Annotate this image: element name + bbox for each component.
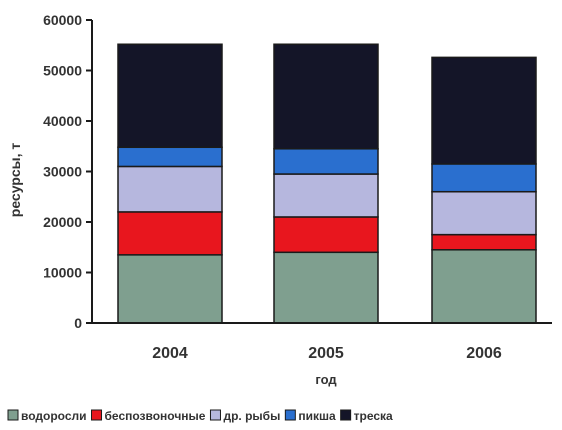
y-tick-label: 60000	[43, 12, 82, 28]
bar-segment-2006-0	[431, 249, 537, 324]
bar-segment-2005-0	[273, 251, 379, 324]
bars-group	[117, 43, 537, 324]
x-axis: 2004 2005 2006	[92, 322, 552, 362]
legend: водоросли беспозвоночные др. рыбы пикша трес…	[7, 409, 393, 423]
bar-segment-2004-1	[117, 211, 223, 256]
legend-label: др. рыбы	[223, 409, 280, 423]
legend-swatch	[91, 409, 103, 421]
bar-segment-2004-2	[117, 165, 223, 213]
x-axis-title: год	[315, 372, 337, 387]
x-category-label: 2004	[152, 345, 188, 362]
bar-segment-2005-3	[273, 148, 379, 175]
legend-label: беспозвоночные	[105, 409, 206, 423]
bar-segment-2006-1	[431, 233, 537, 251]
legend-label: пикша	[298, 409, 336, 423]
bar-segment-2005-1	[273, 216, 379, 254]
legend-swatch	[209, 409, 221, 421]
bar-segment-2005-2	[273, 173, 379, 218]
bar-segment-2006-2	[431, 190, 537, 236]
legend-label: треска	[354, 409, 393, 423]
legend-swatch	[7, 409, 19, 421]
legend-swatch	[284, 409, 296, 421]
bar-segment-2004-0	[117, 254, 223, 324]
legend-swatch	[340, 409, 352, 421]
y-axis-title: ресурсы, т	[7, 143, 23, 218]
y-tick-label: 50000	[43, 63, 82, 79]
bar-segment-2005-4	[273, 43, 379, 150]
x-category-label: 2006	[466, 345, 502, 362]
bar-segment-2006-4	[431, 56, 537, 165]
x-category-label: 2005	[308, 345, 344, 362]
y-tick-label: 10000	[43, 265, 82, 281]
bar-segment-2006-3	[431, 163, 537, 193]
bar-segment-2004-3	[117, 146, 223, 168]
legend-label: водоросли	[21, 409, 87, 423]
y-tick-label: 0	[74, 315, 82, 331]
bar-segment-2004-4	[117, 43, 223, 149]
y-tick-label: 40000	[43, 113, 82, 129]
y-tick-label: 20000	[43, 214, 82, 230]
y-tick-label: 30000	[43, 164, 82, 180]
y-axis: 0 10000 20000 30000 40000 50000 60000	[43, 12, 93, 331]
